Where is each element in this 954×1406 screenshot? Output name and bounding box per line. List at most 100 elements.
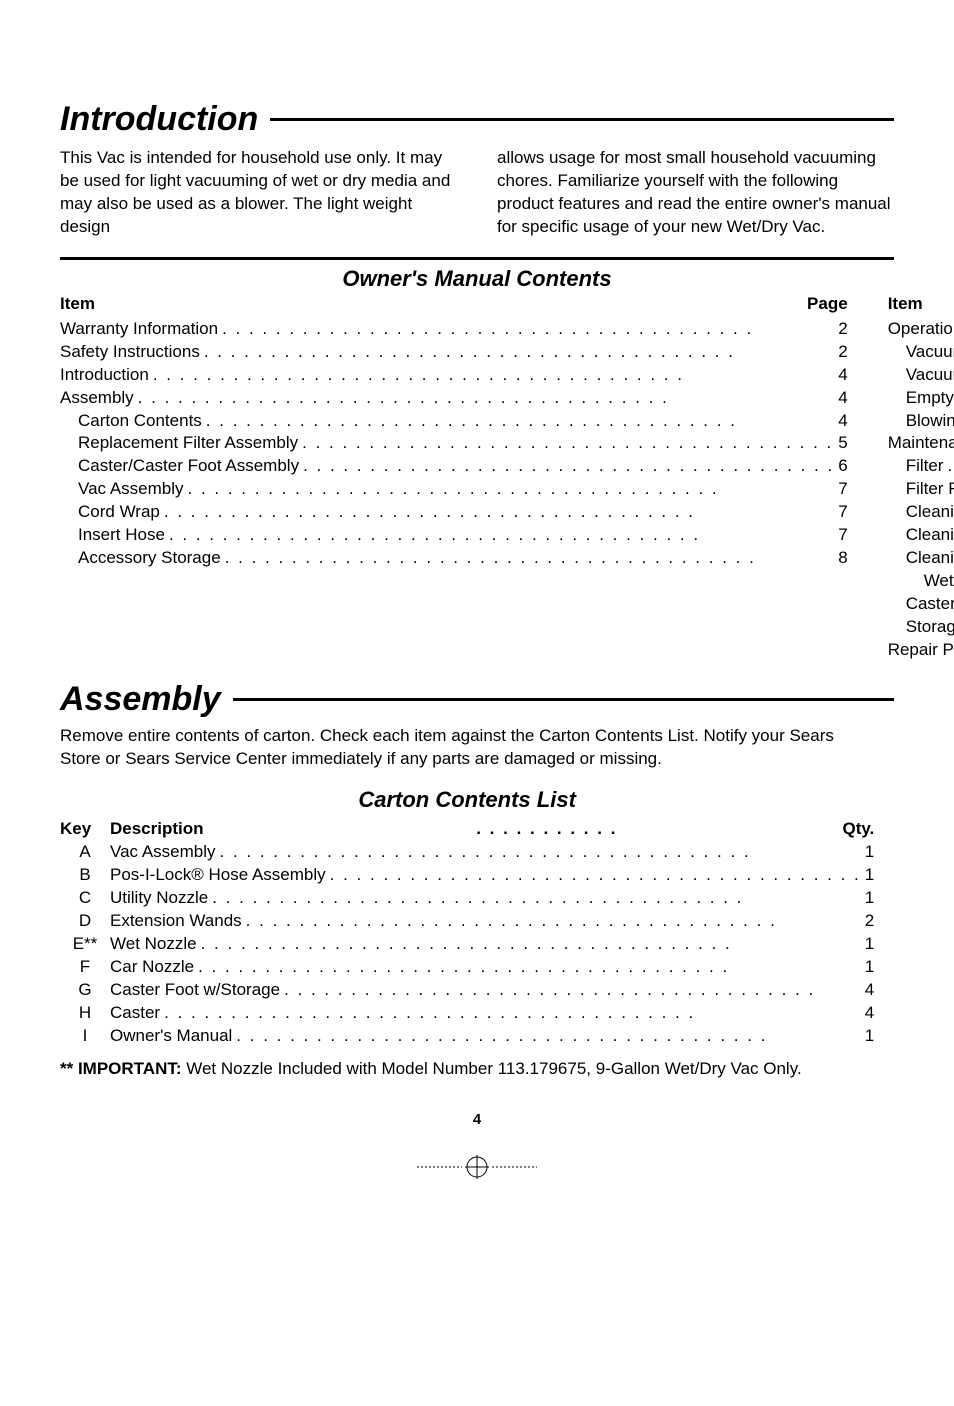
carton-contents-row: HCaster. . . . . . . . . . . . . . . . .… — [60, 1002, 874, 1025]
assembly-left-col: Remove entire contents of carton. Check … — [60, 725, 874, 1081]
ccl-description: Owner's Manual — [110, 1025, 232, 1048]
divider-rule — [60, 257, 894, 260]
ccl-key: B — [60, 864, 110, 887]
toc-item-label: Caster/Caster Foot Assembly — [78, 455, 299, 478]
ccl-qty: 1 — [865, 841, 874, 864]
toc-item-page: 2 — [838, 341, 847, 364]
toc-row: Safety Instructions. . . . . . . . . . .… — [60, 341, 848, 364]
toc-right-column: Item Page Operation. . . . . . . . . . .… — [888, 294, 954, 662]
ccl-dots: . . . . . . . . . . . . . . . . . . . . … — [280, 979, 865, 1002]
assembly-content: Remove entire contents of carton. Check … — [60, 725, 894, 1081]
toc-item-page: 5 — [838, 432, 847, 455]
toc-row: Repair Parts. . . . . . . . . . . . . . … — [888, 639, 954, 662]
toc-item-page: 7 — [838, 478, 847, 501]
toc-row: Warranty Information. . . . . . . . . . … — [60, 318, 848, 341]
ccl-qty: 1 — [865, 887, 874, 910]
ccl-header-desc: Description — [110, 818, 476, 841]
toc-dots: . . . . . . . . . . . . . . . . . . . . … — [299, 455, 838, 478]
toc-item-label: Storage — [906, 616, 954, 639]
footnote: ** IMPORTANT: Wet Nozzle Included with M… — [60, 1058, 874, 1081]
ccl-qty: 2 — [865, 910, 874, 933]
ccl-dots: . . . . . . . . . . . . . . . . . . . . … — [208, 887, 865, 910]
ccl-key: A — [60, 841, 110, 864]
ccl-description: Extension Wands — [110, 910, 242, 933]
toc-dots: . . . . . . . . . . . . . . . . . . . . … — [149, 364, 838, 387]
carton-contents-row: GCaster Foot w/Storage. . . . . . . . . … — [60, 979, 874, 1002]
ccl-dots: . . . . . . . . . . . . . . . . . . . . … — [160, 1002, 865, 1025]
toc-row: Insert Hose. . . . . . . . . . . . . . .… — [60, 524, 848, 547]
toc-row: Cleaning a Dry Filter. . . . . . . . . .… — [888, 501, 954, 524]
assembly-title-text: Assembly — [60, 680, 221, 719]
toc-dots: . . . . . . . . . . . . . . . . . . . . … — [943, 455, 954, 478]
ccl-key: G — [60, 979, 110, 1002]
ccl-qty: 4 — [865, 979, 874, 1002]
carton-contents-title: Carton Contents List — [60, 785, 874, 815]
ccl-dots: . . . . . . . . . . . . . . . . . . . . … — [216, 841, 865, 864]
ccl-key: I — [60, 1025, 110, 1048]
assembly-heading: Assembly — [60, 680, 894, 719]
toc-item-label: Cleaning a Wet Filter — [906, 524, 954, 547]
toc-item-label: Accessory Storage — [78, 547, 221, 570]
page-number: 4 — [60, 1111, 894, 1128]
carton-contents-row: AVac Assembly. . . . . . . . . . . . . .… — [60, 841, 874, 864]
toc-item-label: Assembly — [60, 387, 134, 410]
carton-contents-row: IOwner's Manual. . . . . . . . . . . . .… — [60, 1025, 874, 1048]
ccl-description: Wet Nozzle — [110, 933, 197, 956]
toc-item-label: Casters — [906, 593, 954, 616]
heading-rule — [270, 118, 894, 121]
toc-item-label: Repair Parts — [888, 639, 954, 662]
toc-dots: . . . . . . . . . . . . . . . . . . . . … — [165, 524, 838, 547]
toc-item-page: 6 — [838, 455, 847, 478]
toc-item-label: Cleaning and Disinfecting the — [906, 547, 954, 570]
toc-row: Accessory Storage. . . . . . . . . . . .… — [60, 547, 848, 570]
toc-row: Blowing Feature. . . . . . . . . . . . .… — [888, 410, 954, 433]
toc-item-label: Cleaning a Dry Filter — [906, 501, 954, 524]
toc-item-label: Cord Wrap — [78, 501, 160, 524]
carton-contents-row: DExtension Wands. . . . . . . . . . . . … — [60, 910, 874, 933]
crop-mark-icon — [60, 1152, 894, 1187]
ccl-description: Car Nozzle — [110, 956, 194, 979]
toc-row: Caster/Caster Foot Assembly. . . . . . .… — [60, 455, 848, 478]
heading-rule — [233, 698, 894, 701]
toc-row: Assembly. . . . . . . . . . . . . . . . … — [60, 387, 848, 410]
ccl-qty: 1 — [865, 1025, 874, 1048]
carton-contents-row: FCar Nozzle. . . . . . . . . . . . . . .… — [60, 956, 874, 979]
ccl-description: Caster Foot w/Storage — [110, 979, 280, 1002]
toc-row: Introduction. . . . . . . . . . . . . . … — [60, 364, 848, 387]
toc-row: Filter. . . . . . . . . . . . . . . . . … — [888, 455, 954, 478]
toc-dots: . . . . . . . . . . . . . . . . . . . . … — [202, 410, 838, 433]
toc-header-page: Page — [807, 294, 848, 314]
toc-row: Operation. . . . . . . . . . . . . . . .… — [888, 318, 954, 341]
ccl-dots: . . . . . . . . . . . . . . . . . . . . … — [232, 1025, 865, 1048]
ccl-description: Pos-I-Lock® Hose Assembly — [110, 864, 326, 887]
toc-item-label: Blowing Feature — [906, 410, 954, 433]
toc-row: Filter Removal. . . . . . . . . . . . . … — [888, 478, 954, 501]
toc-dots: . . . . . . . . . . . . . . . . . . . . … — [160, 501, 838, 524]
assembly-paragraph: Remove entire contents of carton. Check … — [60, 725, 874, 771]
toc-item-label: Operation — [888, 318, 954, 341]
toc-row: Carton Contents. . . . . . . . . . . . .… — [60, 410, 848, 433]
ccl-key: C — [60, 887, 110, 910]
ccl-dots: . . . . . . . . . . . . . . . . . . . . … — [194, 956, 865, 979]
ccl-description: Utility Nozzle — [110, 887, 208, 910]
introduction-title-text: Introduction — [60, 100, 258, 139]
toc-row: Cord Wrap. . . . . . . . . . . . . . . .… — [60, 501, 848, 524]
carton-contents-row: CUtility Nozzle. . . . . . . . . . . . .… — [60, 887, 874, 910]
toc-left-column: Item Page Warranty Information. . . . . … — [60, 294, 848, 662]
toc-item-page: 2 — [838, 318, 847, 341]
toc-item-page: 8 — [838, 547, 847, 570]
toc-heading: Owner's Manual Contents — [60, 266, 894, 292]
introduction-heading: Introduction — [60, 100, 894, 139]
toc-item-label: Introduction — [60, 364, 149, 387]
toc-item-label: Insert Hose — [78, 524, 165, 547]
toc-item-page: 7 — [838, 501, 847, 524]
toc-item-label: Vacuuming Liquids — [906, 364, 954, 387]
toc-row: Vacuum Dry Materials. . . . . . . . . . … — [888, 341, 954, 364]
ccl-key: E** — [60, 933, 110, 956]
ccl-description: Vac Assembly — [110, 841, 216, 864]
ccl-qty: 1 — [865, 956, 874, 979]
toc-item-label: Warranty Information — [60, 318, 218, 341]
toc-item-label: Safety Instructions — [60, 341, 200, 364]
carton-contents-row: E**Wet Nozzle. . . . . . . . . . . . . .… — [60, 933, 874, 956]
ccl-header-qty: Qty. — [842, 818, 874, 841]
